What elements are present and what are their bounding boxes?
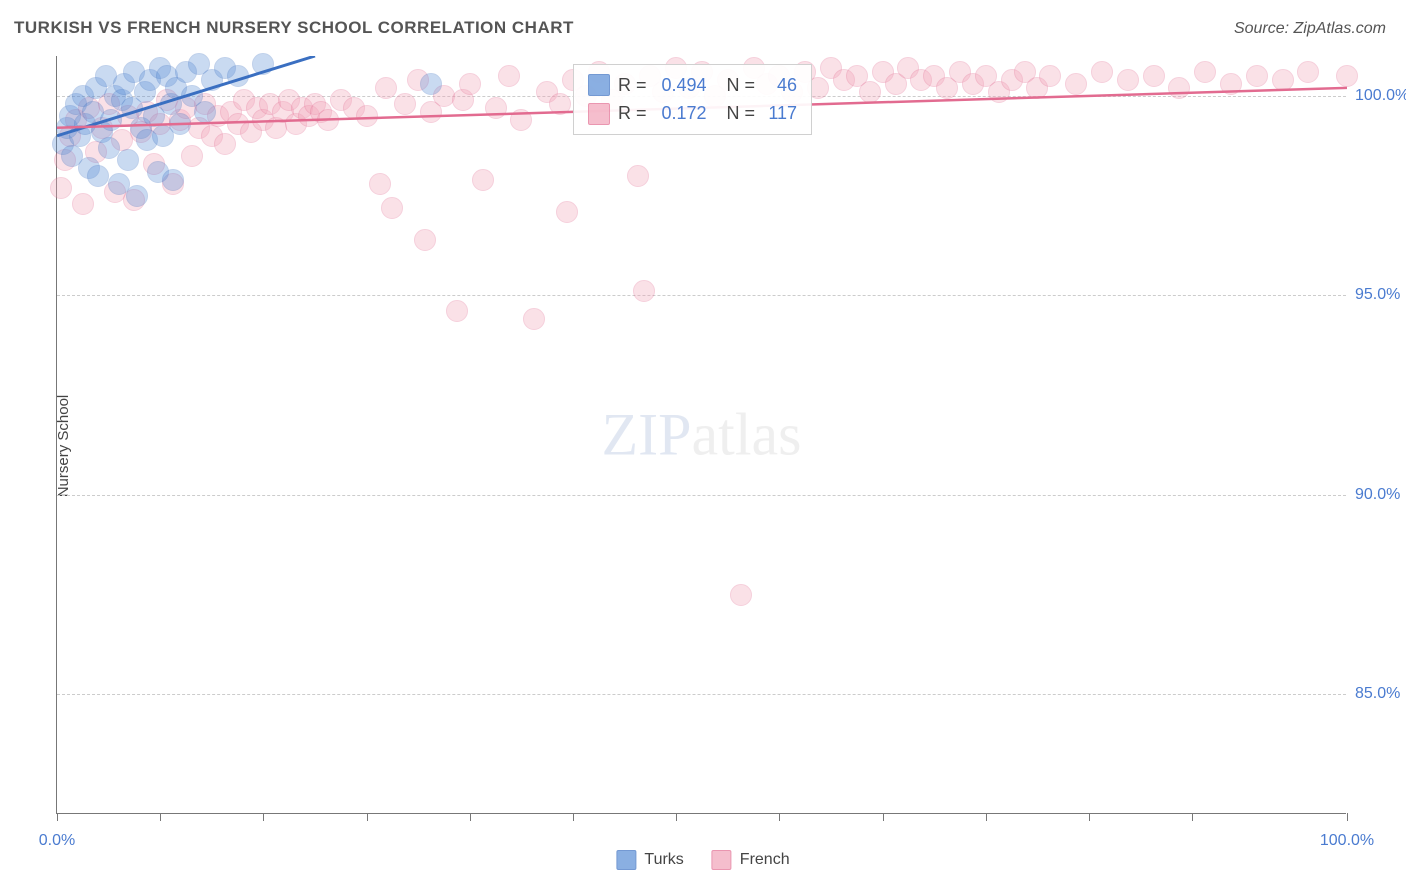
data-point bbox=[317, 109, 339, 131]
chart-title: TURKISH VS FRENCH NURSERY SCHOOL CORRELA… bbox=[14, 18, 574, 38]
stats-n-label: N = bbox=[727, 71, 756, 100]
data-point bbox=[1194, 61, 1216, 83]
data-point bbox=[381, 197, 403, 219]
watermark: ZIPatlas bbox=[602, 400, 802, 469]
legend-swatch bbox=[712, 850, 732, 870]
data-point bbox=[556, 201, 578, 223]
data-point bbox=[72, 193, 94, 215]
x-tick bbox=[1347, 813, 1348, 821]
data-point bbox=[252, 53, 274, 75]
stats-r-label: R = bbox=[618, 71, 647, 100]
data-point bbox=[394, 93, 416, 115]
data-point bbox=[420, 73, 442, 95]
data-point bbox=[523, 308, 545, 330]
data-point bbox=[1143, 65, 1165, 87]
data-point bbox=[1091, 61, 1113, 83]
x-tick bbox=[263, 813, 264, 821]
x-tick bbox=[883, 813, 884, 821]
stats-row: R = 0.494 N =46 bbox=[588, 71, 797, 100]
gridline bbox=[57, 694, 1346, 695]
stats-r-value: 0.494 bbox=[655, 71, 707, 100]
data-point bbox=[1220, 73, 1242, 95]
x-tick-label-left: 0.0% bbox=[39, 832, 75, 850]
data-point bbox=[498, 65, 520, 87]
data-point bbox=[1117, 69, 1139, 91]
stats-n-value: 46 bbox=[763, 71, 797, 100]
x-tick bbox=[470, 813, 471, 821]
data-point bbox=[1336, 65, 1358, 87]
legend-label: Turks bbox=[644, 851, 683, 869]
data-point bbox=[859, 81, 881, 103]
data-point bbox=[169, 113, 191, 135]
x-tick bbox=[1192, 813, 1193, 821]
y-tick-label: 95.0% bbox=[1355, 286, 1400, 304]
stats-box: R = 0.494 N =46 R = 0.172 N =117 bbox=[573, 64, 812, 136]
data-point bbox=[730, 584, 752, 606]
stats-swatch bbox=[588, 74, 610, 96]
data-point bbox=[162, 169, 184, 191]
data-point bbox=[1246, 65, 1268, 87]
stats-r-value: 0.172 bbox=[655, 99, 707, 128]
data-point bbox=[98, 137, 120, 159]
stats-r-label: R = bbox=[618, 99, 647, 128]
data-point bbox=[1297, 61, 1319, 83]
stats-n-value: 117 bbox=[763, 99, 797, 128]
data-point bbox=[414, 229, 436, 251]
x-tick bbox=[367, 813, 368, 821]
data-point bbox=[549, 93, 571, 115]
data-point bbox=[1272, 69, 1294, 91]
legend: Turks French bbox=[616, 850, 789, 870]
data-point bbox=[510, 109, 532, 131]
data-point bbox=[472, 169, 494, 191]
data-point bbox=[356, 105, 378, 127]
x-tick-label-right: 100.0% bbox=[1320, 832, 1374, 850]
x-tick bbox=[573, 813, 574, 821]
stats-n-label: N = bbox=[727, 99, 756, 128]
x-tick bbox=[57, 813, 58, 821]
source-label: Source: ZipAtlas.com bbox=[1234, 20, 1386, 38]
watermark-bold: ZIP bbox=[602, 401, 692, 467]
scatter-chart: ZIPatlas 85.0%90.0%95.0%100.0%0.0%100.0%… bbox=[56, 56, 1346, 814]
data-point bbox=[627, 165, 649, 187]
gridline bbox=[57, 495, 1346, 496]
chart-header: TURKISH VS FRENCH NURSERY SCHOOL CORRELA… bbox=[14, 18, 1386, 38]
trend-lines bbox=[57, 56, 1347, 814]
x-tick bbox=[1089, 813, 1090, 821]
data-point bbox=[214, 133, 236, 155]
legend-item: Turks bbox=[616, 850, 683, 870]
watermark-light: atlas bbox=[692, 401, 802, 467]
data-point bbox=[485, 97, 507, 119]
data-point bbox=[126, 185, 148, 207]
x-tick bbox=[779, 813, 780, 821]
data-point bbox=[369, 173, 391, 195]
data-point bbox=[1039, 65, 1061, 87]
data-point bbox=[227, 65, 249, 87]
data-point bbox=[181, 145, 203, 167]
stats-swatch bbox=[588, 103, 610, 125]
gridline bbox=[57, 295, 1346, 296]
data-point bbox=[194, 101, 216, 123]
data-point bbox=[1168, 77, 1190, 99]
data-point bbox=[375, 77, 397, 99]
data-point bbox=[446, 300, 468, 322]
x-tick bbox=[160, 813, 161, 821]
legend-swatch bbox=[616, 850, 636, 870]
x-tick bbox=[986, 813, 987, 821]
legend-item: French bbox=[712, 850, 790, 870]
legend-label: French bbox=[740, 851, 790, 869]
data-point bbox=[1065, 73, 1087, 95]
data-point bbox=[100, 109, 122, 131]
y-tick-label: 100.0% bbox=[1355, 87, 1406, 105]
data-point bbox=[117, 149, 139, 171]
data-point bbox=[87, 165, 109, 187]
data-point bbox=[633, 280, 655, 302]
y-tick-label: 85.0% bbox=[1355, 685, 1400, 703]
x-tick bbox=[676, 813, 677, 821]
y-tick-label: 90.0% bbox=[1355, 486, 1400, 504]
data-point bbox=[50, 177, 72, 199]
data-point bbox=[459, 73, 481, 95]
stats-row: R = 0.172 N =117 bbox=[588, 99, 797, 128]
